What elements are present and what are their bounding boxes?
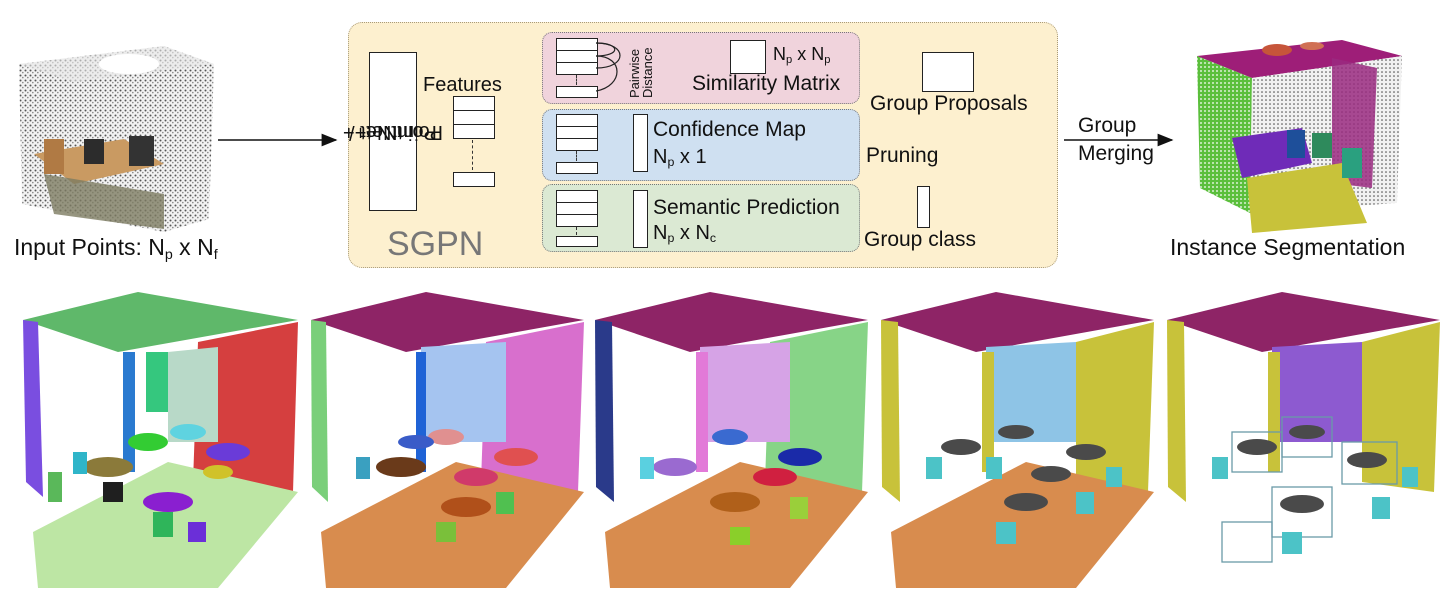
backbone-block: PointNet / PointNet++ (343, 52, 443, 211)
sem-feature-cell (556, 236, 598, 247)
semantic-prediction-label: Semantic Prediction (653, 196, 840, 219)
group-class-label: Group class (864, 228, 977, 251)
semantic-prediction-block (633, 190, 648, 248)
similarity-matrix-label: Similarity Matrix (692, 72, 841, 95)
confidence-map-label: Confidence Map (653, 118, 806, 141)
scene-5-image (1167, 292, 1440, 563)
semantic-dims-label: Np x Nc (653, 222, 717, 246)
scene-4-image (881, 292, 1154, 588)
sim-feature-cell (556, 86, 598, 98)
group-merging-label-line1: Group (1078, 114, 1137, 137)
sim-feature-cell (556, 62, 598, 75)
scene-3-image (595, 292, 868, 588)
conf-ellipsis (576, 151, 577, 161)
scene-2-image (311, 292, 584, 588)
confidence-map-block (633, 114, 648, 172)
pairwise-curves (596, 42, 621, 92)
group-class-block (917, 186, 930, 228)
input-points-label: Input Points: Np x Nf (14, 234, 218, 263)
feature-ellipsis (472, 140, 473, 170)
input-point-cloud-image (19, 46, 214, 232)
pairwise-distance-label: Pairwise Distance (627, 47, 655, 98)
confidence-dims-label: Np x 1 (653, 146, 707, 170)
group-merging-label-line2: Merging (1078, 142, 1154, 165)
sem-ellipsis (576, 227, 577, 235)
similarity-matrix-block (730, 40, 766, 74)
conf-feature-cell (556, 162, 598, 174)
pruning-label: Pruning (866, 144, 939, 167)
conf-feature-cell (556, 138, 598, 151)
similarity-dims-label: Np x Np (773, 44, 831, 66)
scene-1-image (23, 292, 298, 588)
group-proposals-label: Group Proposals (870, 92, 1028, 115)
instance-segmentation-image (1197, 40, 1402, 233)
sem-feature-cell (556, 214, 598, 227)
features-label: Features (423, 74, 502, 96)
feature-cell (453, 172, 495, 187)
feature-cell (453, 124, 495, 139)
group-proposals-block (922, 52, 974, 92)
sim-ellipsis (576, 75, 577, 85)
instance-segmentation-label: Instance Segmentation (1170, 234, 1406, 260)
sgpn-title: SGPN (387, 225, 484, 263)
feature-cell (453, 110, 495, 125)
feature-cell (453, 96, 495, 111)
